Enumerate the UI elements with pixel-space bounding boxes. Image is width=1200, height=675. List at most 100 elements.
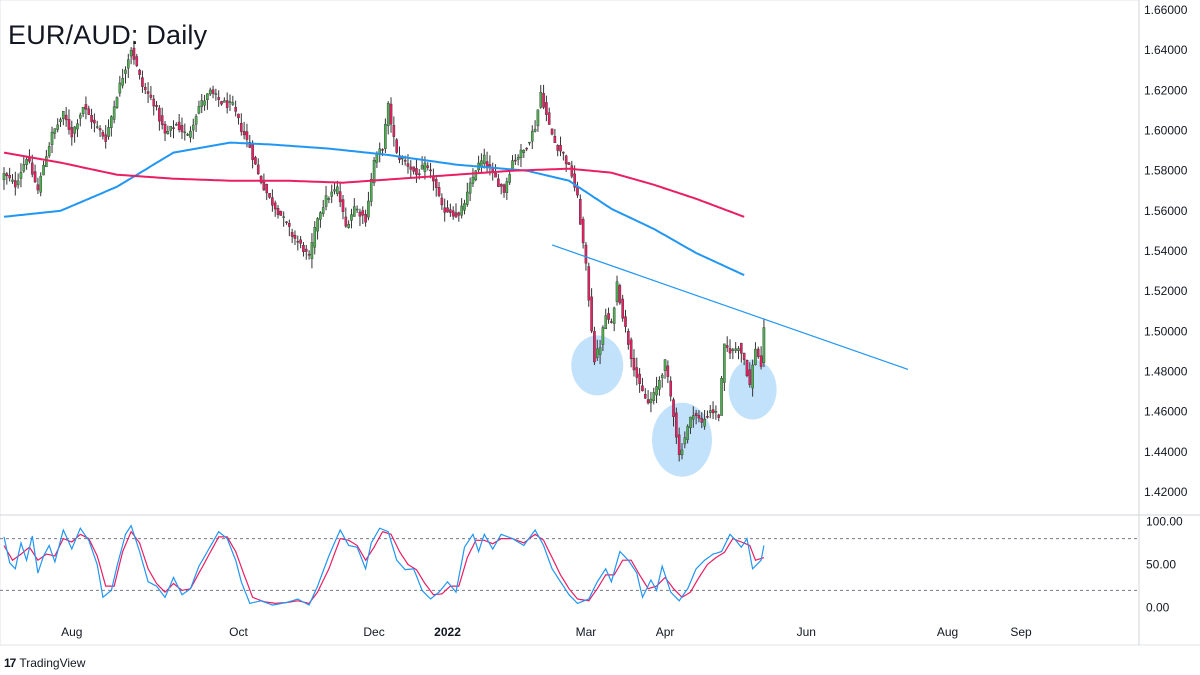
bear-candle <box>547 112 551 125</box>
bear-candle <box>358 211 362 217</box>
highlight-ellipse <box>571 335 624 396</box>
bear-candle <box>395 139 398 153</box>
bear-candle <box>525 147 528 150</box>
bull-candle <box>107 127 110 137</box>
bull-candle <box>208 89 212 95</box>
bull-candle <box>615 281 619 302</box>
bear-candle <box>248 142 252 148</box>
bear-candle <box>610 321 613 323</box>
stochastic-pane <box>0 524 1139 606</box>
bull-candle <box>316 218 319 232</box>
bear-candle <box>457 212 461 216</box>
bear-candle <box>87 108 91 115</box>
bull-candle <box>598 347 602 355</box>
bear-candle <box>5 173 9 176</box>
bull-candle <box>720 378 723 416</box>
bear-candle <box>135 56 139 66</box>
bull-candle <box>423 162 427 172</box>
time-tick-label: 2022 <box>434 625 461 639</box>
bull-candle <box>353 206 356 217</box>
bear-candle <box>290 232 294 237</box>
price-tick-label: 1.58000 <box>1144 164 1188 178</box>
bull-candle <box>386 103 390 127</box>
descending-trendline[interactable] <box>551 244 909 371</box>
bull-candle <box>186 134 189 136</box>
bear-candle <box>152 98 156 107</box>
bull-candle <box>539 92 543 108</box>
bear-candle <box>155 105 158 107</box>
bull-candle <box>22 164 26 172</box>
bull-candle <box>420 165 424 170</box>
bull-candle <box>42 165 45 176</box>
bear-candle <box>635 367 639 378</box>
bear-candle <box>449 209 452 213</box>
price-tick-label: 1.66000 <box>1144 3 1188 17</box>
bear-candle <box>446 207 449 213</box>
bear-candle <box>279 211 283 216</box>
bear-candle <box>90 115 93 123</box>
bear-candle <box>389 103 393 125</box>
bear-candle <box>84 104 88 110</box>
bear-candle <box>220 101 223 105</box>
bull-candle <box>191 124 195 131</box>
brand-label: TradingView <box>19 656 86 670</box>
bear-candle <box>454 212 458 218</box>
bear-candle <box>143 87 147 90</box>
grid <box>0 0 1200 646</box>
bear-candle <box>666 365 670 377</box>
bear-candle <box>67 119 71 130</box>
bull-candle <box>384 123 387 149</box>
bear-candle <box>494 172 497 178</box>
bull-candle <box>663 359 667 371</box>
bull-candle <box>39 175 43 193</box>
bull-candle <box>11 179 14 182</box>
bear-candle <box>104 134 107 142</box>
bull-candle <box>228 101 232 103</box>
bear-candle <box>8 175 11 179</box>
bear-candle <box>542 93 545 108</box>
bull-candle <box>369 179 373 202</box>
bear-candle <box>158 107 161 122</box>
bear-candle <box>299 239 302 244</box>
bear-candle <box>237 113 240 119</box>
bull-candle <box>313 226 317 248</box>
bear-candle <box>570 165 574 177</box>
bull-candle <box>78 114 82 119</box>
bull-candle <box>47 146 51 157</box>
bull-candle <box>282 216 285 218</box>
bear-candle <box>759 355 763 367</box>
bull-candle <box>762 327 766 363</box>
bear-candle <box>406 163 410 167</box>
price-tick-label: 1.64000 <box>1144 43 1188 57</box>
bull-candle <box>50 131 54 145</box>
bear-candle <box>672 399 675 417</box>
bear-candle <box>624 316 627 327</box>
bear-candle <box>30 162 34 175</box>
bear-candle <box>497 178 500 187</box>
bear-candle <box>502 184 506 193</box>
bull-candle <box>612 307 616 324</box>
bull-candle <box>519 149 523 158</box>
bear-candle <box>268 193 271 198</box>
bear-candle <box>499 184 503 187</box>
trendline-layer[interactable] <box>551 244 909 371</box>
bear-candle <box>276 207 280 215</box>
bear-candle <box>36 184 40 191</box>
time-tick-label: Mar <box>576 625 597 639</box>
bear-candle <box>576 187 579 196</box>
bull-candle <box>372 159 376 184</box>
bull-candle <box>516 156 520 160</box>
bull-candle <box>19 172 23 179</box>
bull-candle <box>110 116 113 128</box>
tradingview-brand[interactable]: 17 TradingView <box>4 656 85 670</box>
bear-candle <box>251 144 254 160</box>
bull-candle <box>468 182 472 194</box>
candles <box>2 40 766 462</box>
bull-candle <box>533 128 537 132</box>
bear-candle <box>412 166 415 172</box>
bull-candle <box>166 131 170 134</box>
bear-candle <box>364 213 367 223</box>
tradingview-logo-icon: 17 <box>4 656 16 670</box>
bear-candle <box>259 175 263 183</box>
